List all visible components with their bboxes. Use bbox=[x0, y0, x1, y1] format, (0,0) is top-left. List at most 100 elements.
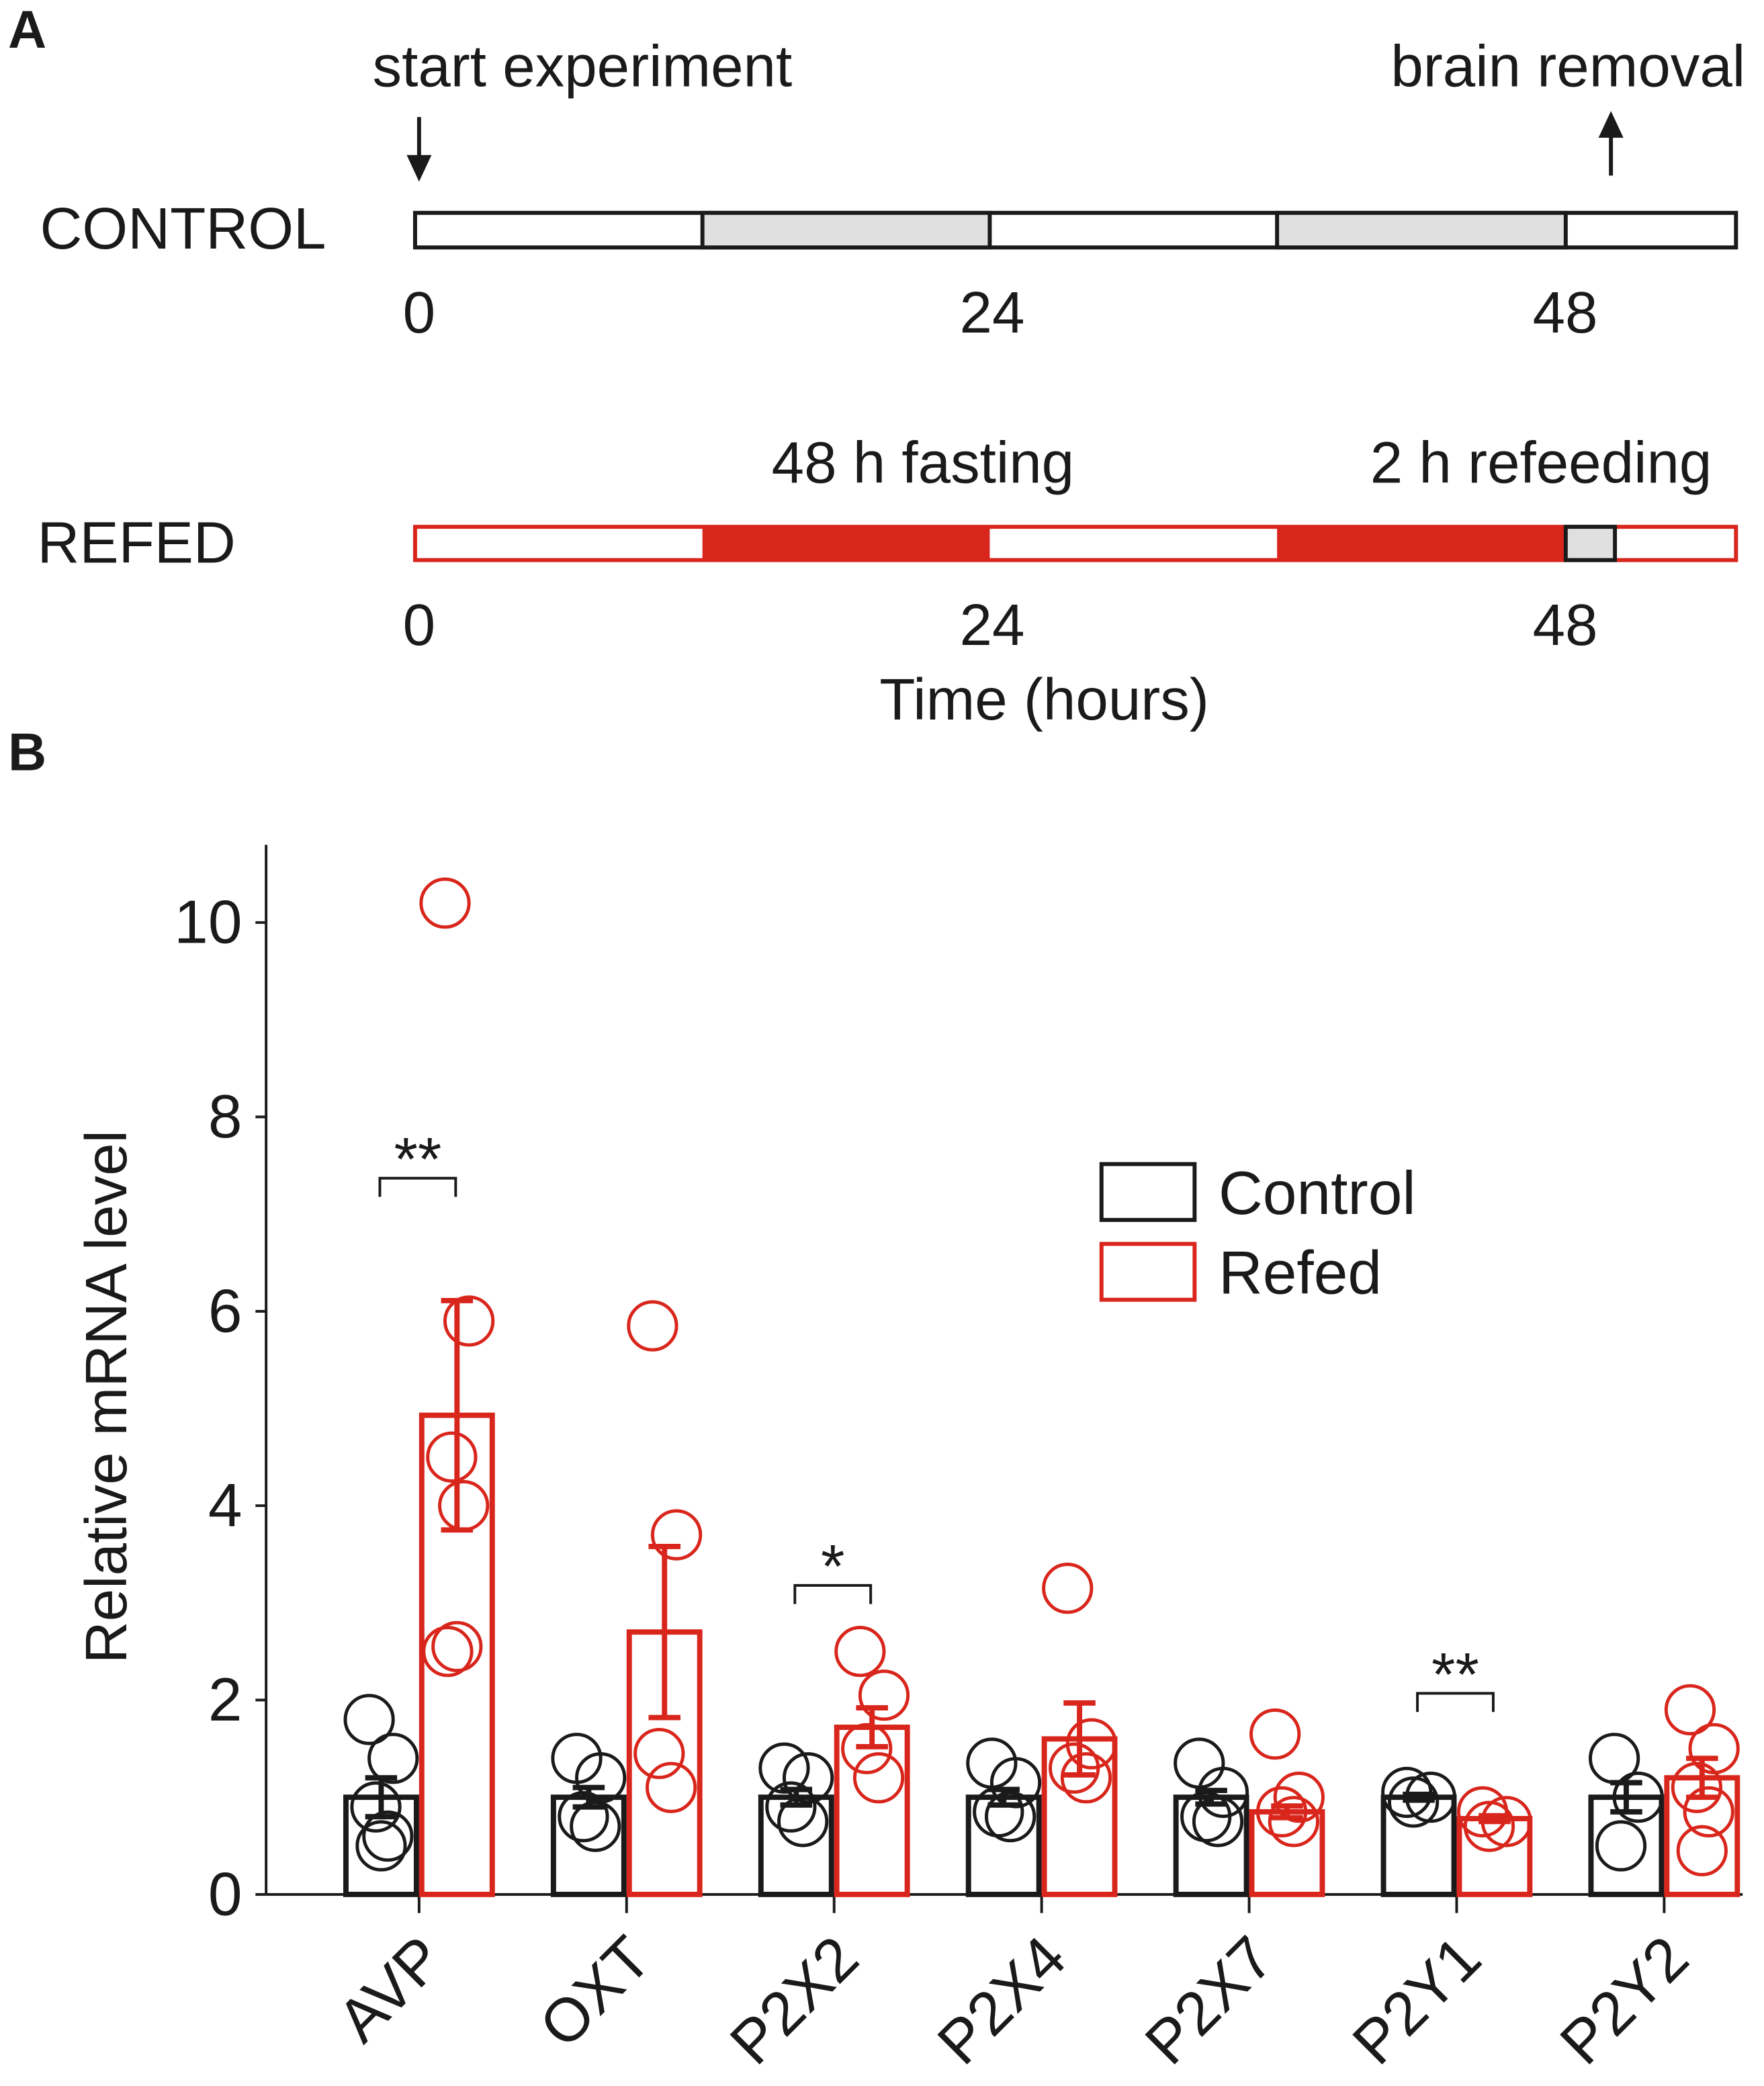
error-bar bbox=[1271, 1803, 1303, 1821]
panel-label: B bbox=[8, 722, 46, 781]
data-point bbox=[422, 1626, 474, 1678]
x-tick-label: P2Y1 bbox=[1340, 1923, 1494, 2077]
data-point bbox=[646, 1762, 697, 1813]
significance-label: ** bbox=[1431, 1641, 1479, 1708]
x-axis-label: Time (hours) bbox=[879, 667, 1209, 732]
control-timeline bbox=[412, 210, 1738, 250]
legend-label: Control bbox=[1219, 1160, 1416, 1227]
error-bar bbox=[1063, 1700, 1096, 1778]
error-bar bbox=[1479, 1813, 1511, 1825]
time-tick-label: 48 bbox=[1533, 280, 1598, 345]
data-point bbox=[343, 1694, 395, 1745]
data-point bbox=[1268, 1796, 1320, 1848]
y-tick-label: 4 bbox=[208, 1472, 242, 1540]
refeeding-phase bbox=[1563, 525, 1618, 562]
data-point bbox=[858, 1669, 910, 1721]
data-point bbox=[362, 1810, 414, 1862]
refeeding-label: 2 h refeeding bbox=[1370, 431, 1712, 496]
data-point bbox=[1060, 1752, 1112, 1804]
y-tick-label: 0 bbox=[208, 1860, 242, 1928]
bar bbox=[1456, 1816, 1533, 1897]
data-point bbox=[1192, 1796, 1244, 1848]
data-point bbox=[1273, 1772, 1325, 1823]
data-point bbox=[443, 1295, 495, 1347]
data-point bbox=[782, 1752, 834, 1804]
legend-label: Refed bbox=[1219, 1240, 1382, 1307]
data-point bbox=[1249, 1708, 1301, 1760]
data-point bbox=[1683, 1786, 1734, 1837]
fasting-phase bbox=[702, 527, 990, 560]
significance-bracket bbox=[378, 1176, 457, 1197]
bar bbox=[965, 1794, 1042, 1897]
data-point bbox=[841, 1723, 893, 1774]
data-point bbox=[355, 1820, 407, 1872]
data-point bbox=[1463, 1800, 1515, 1852]
data-point bbox=[1688, 1723, 1740, 1774]
legend-swatch bbox=[1099, 1242, 1197, 1302]
refed-label: REFED bbox=[38, 510, 236, 575]
data-point bbox=[1042, 1563, 1094, 1614]
data-point bbox=[852, 1752, 905, 1804]
data-point bbox=[419, 877, 471, 929]
end-label: brain removal bbox=[1391, 34, 1745, 99]
error-bar bbox=[441, 1297, 474, 1533]
time-tick-label: 0 bbox=[403, 593, 435, 658]
x-tick-label: P2Y2 bbox=[1548, 1923, 1702, 2077]
data-point bbox=[1595, 1820, 1647, 1872]
start-label: start experiment bbox=[373, 34, 793, 99]
data-point bbox=[1174, 1737, 1225, 1789]
data-point bbox=[367, 1733, 419, 1784]
data-point bbox=[1671, 1762, 1723, 1813]
panel-label: A bbox=[8, 0, 46, 59]
time-tick-label: 24 bbox=[960, 593, 1025, 658]
refed-timeline bbox=[412, 525, 1738, 562]
x-tick-label: P2X7 bbox=[1133, 1923, 1286, 2077]
data-point bbox=[1612, 1772, 1664, 1823]
fasting-label: 48 h fasting bbox=[772, 431, 1074, 496]
y-tick-label: 10 bbox=[174, 889, 242, 957]
data-point bbox=[570, 1800, 621, 1852]
significance-label: ** bbox=[394, 1126, 441, 1194]
data-point bbox=[984, 1790, 1037, 1843]
error-bar bbox=[648, 1543, 680, 1721]
data-point bbox=[426, 1431, 478, 1483]
bar bbox=[834, 1725, 910, 1897]
data-point bbox=[350, 1781, 402, 1833]
error-bar bbox=[856, 1705, 888, 1749]
data-point bbox=[627, 1300, 678, 1352]
y-tick-label: 8 bbox=[208, 1083, 242, 1151]
control-label: CONTROL bbox=[40, 196, 326, 261]
data-point bbox=[765, 1781, 817, 1833]
arrow-head bbox=[1598, 111, 1624, 138]
data-point bbox=[1049, 1742, 1100, 1794]
data-point bbox=[1405, 1772, 1456, 1823]
panel-a: A start experiment brain removal CONTROL… bbox=[8, 0, 1745, 732]
error-bar bbox=[1610, 1780, 1642, 1815]
y-axis-label: Relative mRNA level bbox=[74, 1130, 139, 1663]
data-point bbox=[633, 1727, 685, 1780]
y-tick-label: 6 bbox=[208, 1277, 242, 1345]
y-tick-label: 2 bbox=[208, 1666, 242, 1734]
error-bar bbox=[365, 1775, 398, 1820]
time-tick-label: 0 bbox=[403, 280, 435, 345]
x-tick-label: AVP bbox=[325, 1923, 457, 2055]
arrow-head bbox=[406, 155, 432, 182]
error-bar bbox=[1195, 1788, 1227, 1807]
fasting-phase bbox=[1277, 527, 1566, 560]
data-point bbox=[650, 1509, 703, 1561]
x-tick-label: P2X2 bbox=[717, 1923, 871, 2077]
dark-phase bbox=[1275, 210, 1568, 250]
dark-phase bbox=[700, 210, 992, 250]
x-tick-label: OXT bbox=[527, 1923, 664, 2060]
data-point bbox=[834, 1626, 886, 1678]
data-point bbox=[1387, 1776, 1440, 1828]
data-point bbox=[431, 1620, 483, 1673]
error-bar bbox=[987, 1786, 1020, 1808]
data-point bbox=[1676, 1825, 1728, 1876]
significance-label: * bbox=[821, 1533, 844, 1601]
time-tick-label: 24 bbox=[960, 280, 1025, 345]
error-bar bbox=[1403, 1791, 1435, 1803]
significance-bracket bbox=[793, 1583, 873, 1604]
bar bbox=[550, 1794, 627, 1897]
